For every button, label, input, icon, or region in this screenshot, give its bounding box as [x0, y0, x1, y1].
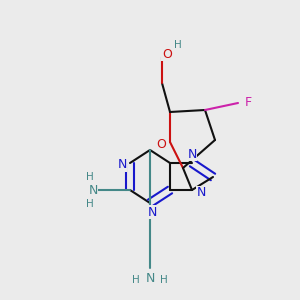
Text: H: H: [132, 275, 140, 285]
Text: H: H: [174, 40, 182, 50]
Text: H: H: [86, 199, 94, 209]
Text: N: N: [147, 206, 157, 218]
Text: H: H: [160, 275, 168, 285]
Text: O: O: [162, 47, 172, 61]
Text: N: N: [145, 272, 155, 284]
Text: N: N: [196, 187, 206, 200]
Text: N: N: [187, 148, 197, 160]
Text: O: O: [156, 137, 166, 151]
Text: F: F: [244, 97, 252, 110]
Text: N: N: [88, 184, 98, 197]
Text: N: N: [117, 158, 127, 172]
Text: H: H: [86, 172, 94, 182]
